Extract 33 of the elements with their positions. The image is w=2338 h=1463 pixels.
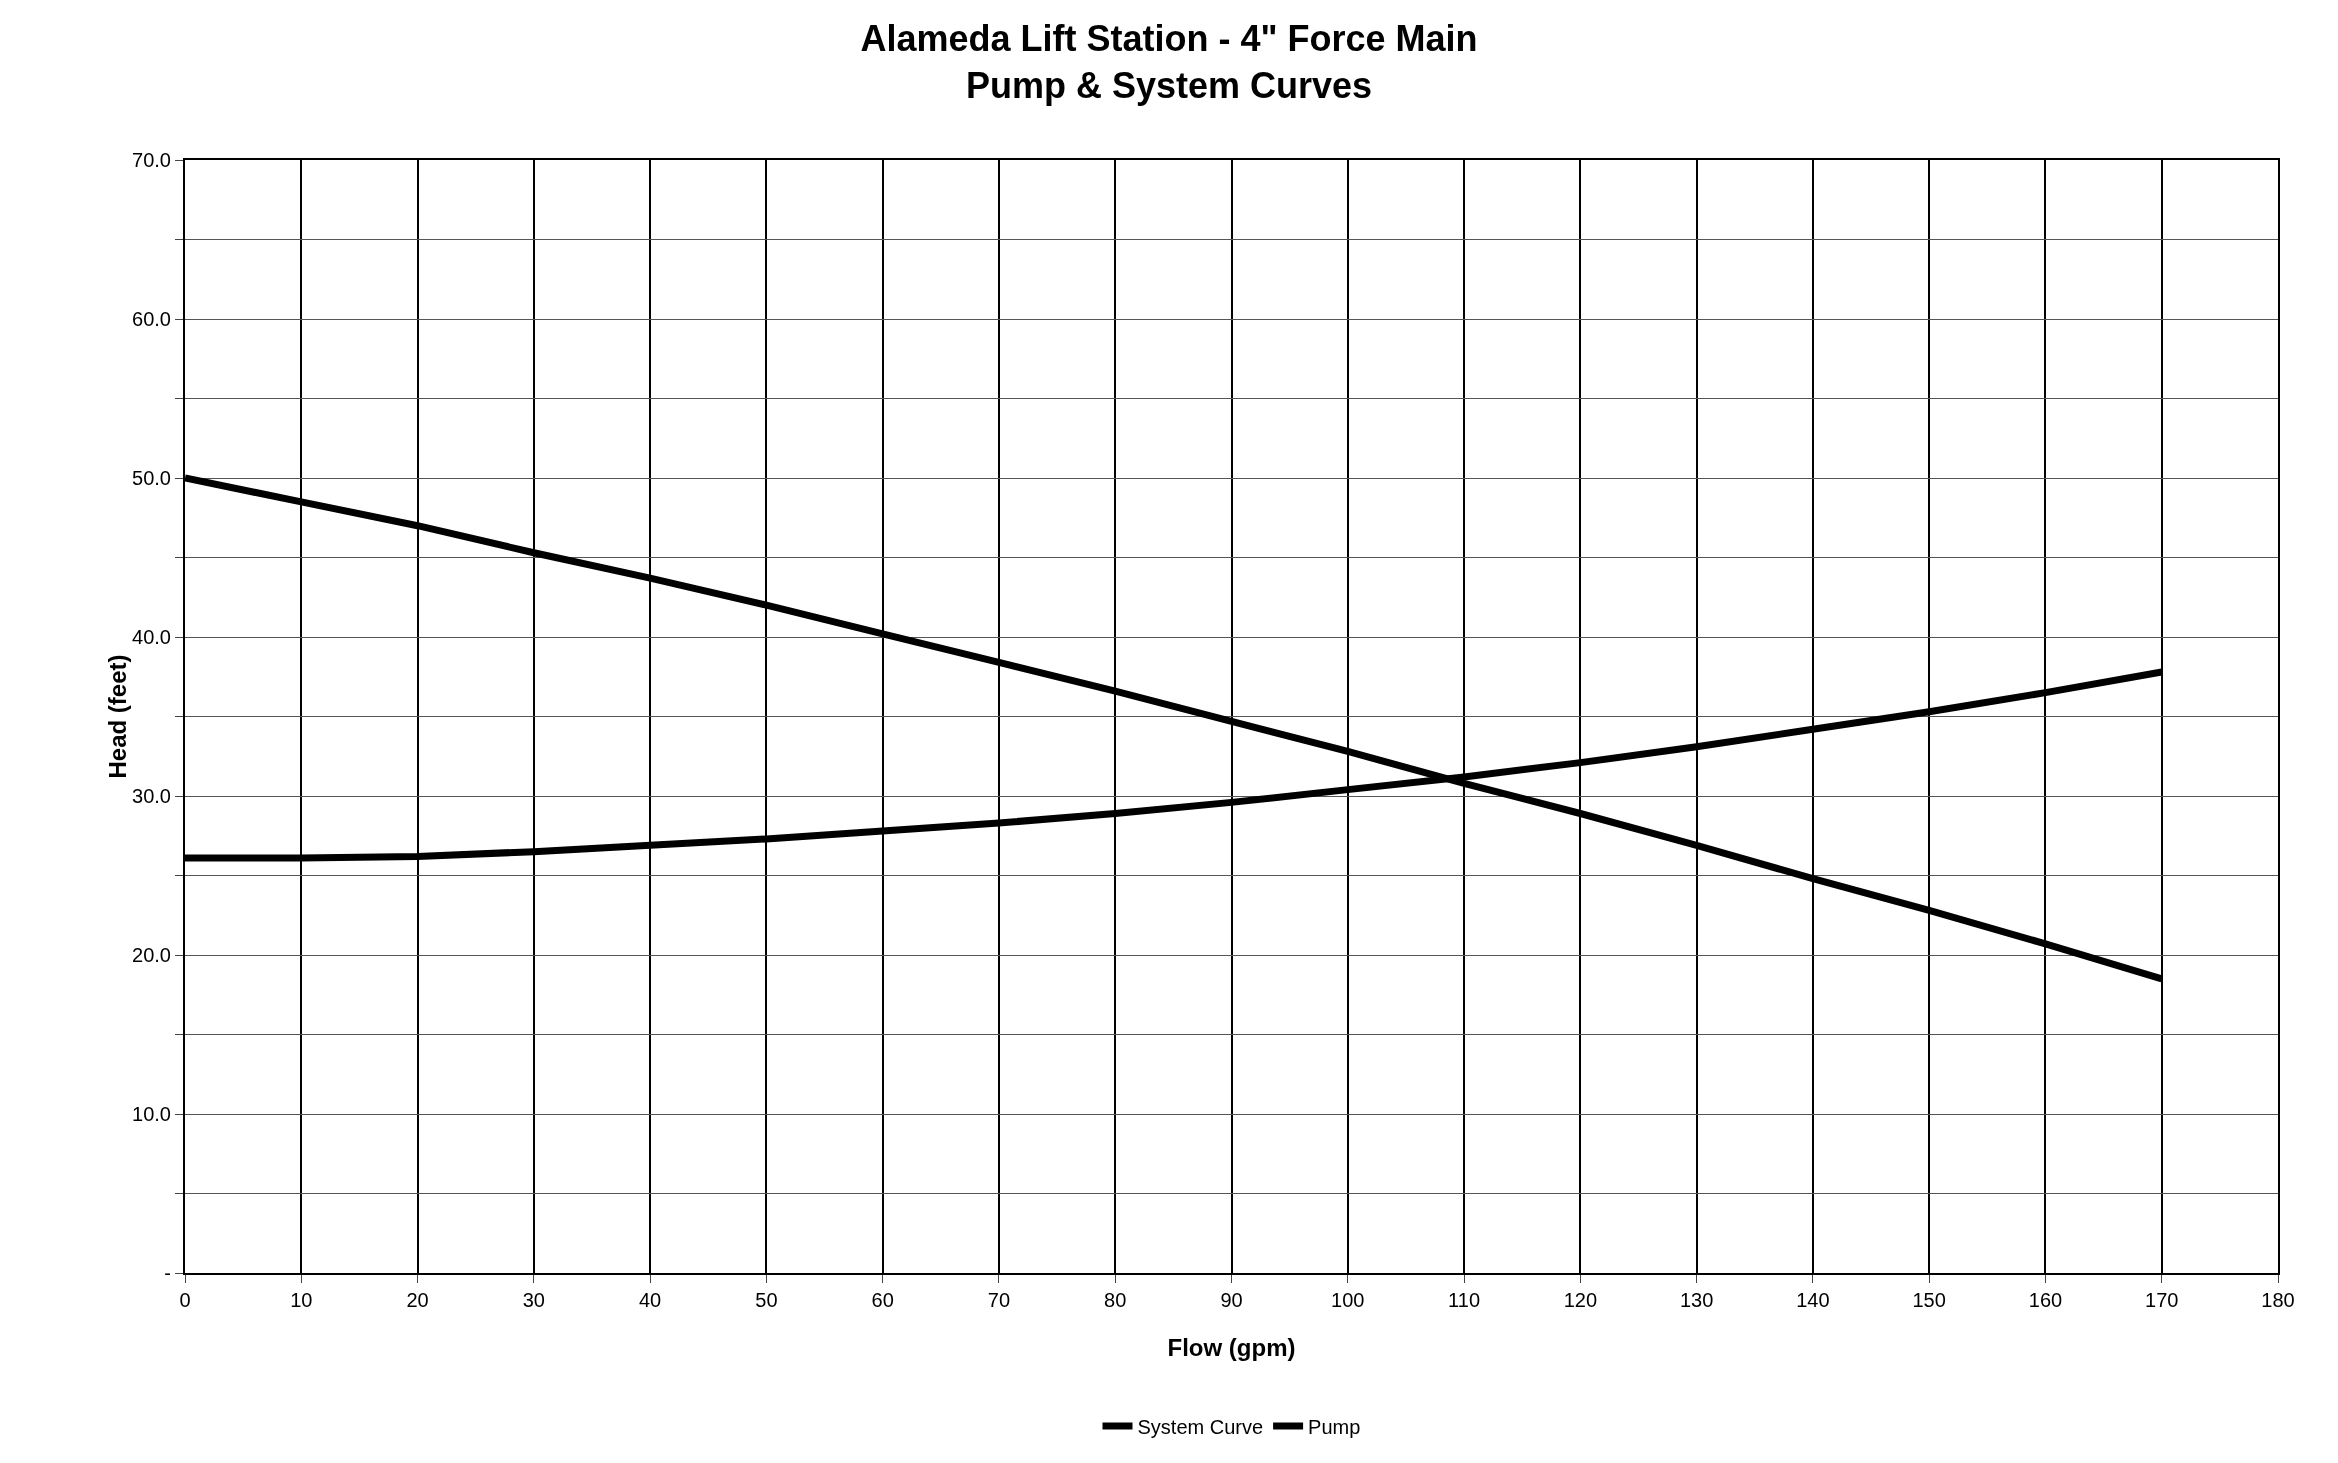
- x-tick-label: 30: [522, 1289, 545, 1311]
- x-tick-label: 130: [1679, 1289, 1714, 1311]
- x-tick-label: 0: [179, 1289, 191, 1311]
- y-tick-label: -: [164, 1262, 171, 1284]
- x-tick-label: 120: [1563, 1289, 1598, 1311]
- y-tick-label: 30.0: [132, 785, 171, 807]
- x-tick-label: 80: [1104, 1289, 1127, 1311]
- y-tick-label: 40.0: [132, 626, 171, 648]
- y-tick-label: 60.0: [132, 308, 171, 330]
- chart-title: Alameda Lift Station - 4" Force Main: [860, 18, 1478, 60]
- x-tick-label: 50: [755, 1289, 778, 1311]
- y-tick-label: 20.0: [132, 944, 171, 966]
- x-tick-label: 90: [1220, 1289, 1243, 1311]
- x-tick-label: 70: [987, 1289, 1011, 1311]
- x-tick-label: 160: [2028, 1289, 2063, 1311]
- y-axis-title: Head (feet): [104, 654, 131, 779]
- x-tick-label: 40: [638, 1289, 662, 1311]
- x-tick-label: 100: [1331, 1289, 1365, 1311]
- x-tick-label: 180: [2261, 1289, 2295, 1311]
- y-tick-label: 50.0: [132, 467, 171, 489]
- x-tick-label: 170: [2145, 1289, 2179, 1311]
- x-tick-label: 60: [871, 1289, 894, 1311]
- legend-label: Pump: [1308, 1415, 1361, 1438]
- x-tick-label: 150: [1912, 1289, 1946, 1311]
- y-tick-label: 70.0: [132, 149, 171, 171]
- legend-label: System Curve: [1137, 1415, 1264, 1438]
- x-tick-label: 140: [1796, 1289, 1830, 1311]
- x-axis-title: Flow (gpm): [1167, 1334, 1296, 1361]
- x-tick-label: 110: [1448, 1289, 1481, 1311]
- y-tick-label: 10.0: [132, 1103, 171, 1125]
- chart-subtitle: Pump & System Curves: [965, 65, 1373, 107]
- x-tick-label: 20: [406, 1289, 429, 1311]
- x-tick-label: 10: [290, 1289, 313, 1311]
